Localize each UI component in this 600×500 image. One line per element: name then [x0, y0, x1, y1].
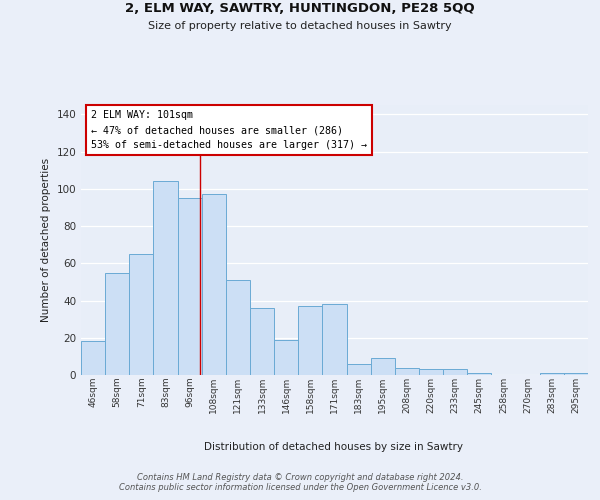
Bar — [226, 280, 250, 375]
Bar — [81, 342, 105, 375]
Bar — [274, 340, 298, 375]
Bar — [105, 272, 129, 375]
Bar — [154, 182, 178, 375]
Bar — [202, 194, 226, 375]
Bar — [395, 368, 419, 375]
Text: Distribution of detached houses by size in Sawtry: Distribution of detached houses by size … — [203, 442, 463, 452]
Bar — [298, 306, 322, 375]
Text: Contains HM Land Registry data © Crown copyright and database right 2024.
Contai: Contains HM Land Registry data © Crown c… — [119, 472, 481, 492]
Text: 2 ELM WAY: 101sqm
← 47% of detached houses are smaller (286)
53% of semi-detache: 2 ELM WAY: 101sqm ← 47% of detached hous… — [91, 110, 367, 150]
Text: Size of property relative to detached houses in Sawtry: Size of property relative to detached ho… — [148, 21, 452, 31]
Bar — [419, 370, 443, 375]
Text: 2, ELM WAY, SAWTRY, HUNTINGDON, PE28 5QQ: 2, ELM WAY, SAWTRY, HUNTINGDON, PE28 5QQ — [125, 2, 475, 16]
Bar — [371, 358, 395, 375]
Bar — [564, 373, 588, 375]
Bar — [467, 373, 491, 375]
Bar — [322, 304, 347, 375]
Bar — [443, 370, 467, 375]
Bar — [347, 364, 371, 375]
Bar — [540, 373, 564, 375]
Y-axis label: Number of detached properties: Number of detached properties — [41, 158, 51, 322]
Bar — [250, 308, 274, 375]
Bar — [178, 198, 202, 375]
Bar — [129, 254, 154, 375]
